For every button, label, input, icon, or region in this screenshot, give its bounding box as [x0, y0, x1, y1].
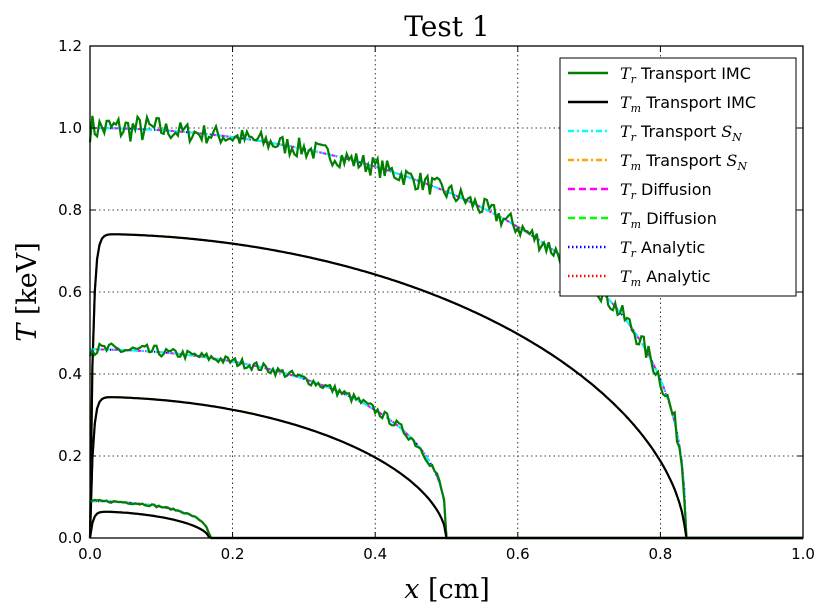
series-line-r-dashed	[90, 348, 803, 539]
legend-label: Tm Diffusion	[620, 209, 717, 231]
x-tick-label: 0.0	[78, 545, 102, 563]
y-tick-label: 0.2	[58, 447, 82, 465]
legend-label: Tr Transport IMC	[620, 64, 751, 86]
legend-label: Tm Analytic	[620, 267, 711, 289]
series-line-m-solid	[88, 233, 803, 540]
series-line-r-dashdot	[90, 348, 803, 539]
x-tick-label: 0.6	[506, 545, 530, 563]
legend-label: Tr Diffusion	[620, 180, 712, 202]
x-tick-label: 0.4	[363, 545, 387, 563]
legend-label: Tm Transport SN	[620, 151, 747, 173]
axis-ticks: 0.0 0.2 0.4 0.6 0.8 1.0 0.0 0.2 0.4 0.6 0.8 1.0 1.2	[58, 37, 815, 563]
x-axis-label: x [cm]	[404, 574, 490, 605]
legend-label: Tr Transport SN	[620, 122, 742, 144]
legend-label: Tr Analytic	[620, 238, 705, 260]
chart-title: Test 1	[404, 10, 489, 43]
series-line-r-solid	[88, 341, 803, 540]
series-line-r-dashdot	[90, 127, 803, 539]
legend: Tr Transport IMC Tm Transport IMC Tr Trans…	[559, 57, 797, 297]
series-line-r-dotted	[90, 348, 803, 539]
x-tick-label: 1.0	[791, 545, 815, 563]
x-tick-label: 0.2	[221, 545, 245, 563]
y-tick-label: 1.2	[58, 37, 82, 55]
y-tick-label: 1.0	[58, 119, 82, 137]
y-axis-label: T [keV]	[12, 242, 43, 342]
legend-box	[559, 57, 797, 297]
y-tick-label: 0.4	[58, 365, 82, 383]
legend-label: Tm Transport IMC	[620, 93, 756, 115]
y-tick-label: 0.8	[58, 201, 82, 219]
y-tick-label: 0.0	[58, 529, 82, 547]
series-line-r-solid	[88, 113, 803, 540]
x-tick-label: 0.8	[648, 545, 672, 563]
y-tick-label: 0.6	[58, 283, 82, 301]
